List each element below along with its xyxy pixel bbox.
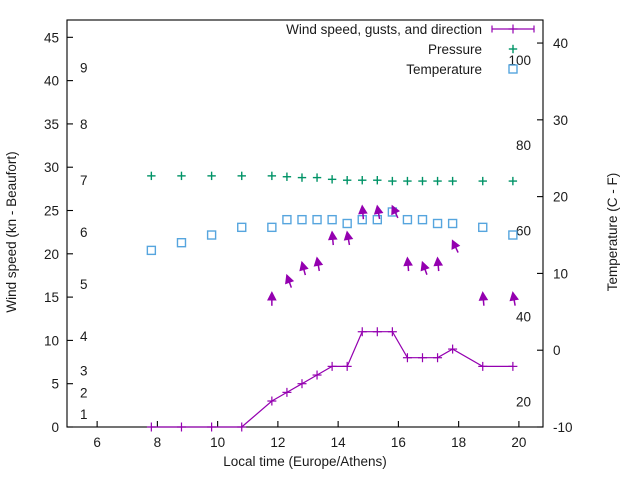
y-tick-label: 5 [51, 377, 59, 392]
temperature-point [417, 214, 428, 225]
temperature-point [312, 214, 322, 225]
beaufort-label: 8 [80, 117, 88, 132]
temperature-point [267, 222, 277, 233]
wind-speed-line [151, 331, 513, 428]
y-tick-label: 35 [44, 117, 59, 132]
x-tick-label: 6 [93, 435, 101, 450]
temperature-point [237, 222, 247, 233]
temperature-point [342, 218, 352, 229]
x-tick-label: 10 [210, 435, 225, 450]
x-tick-label: 16 [391, 435, 406, 450]
x-tick-label: 20 [511, 435, 526, 450]
temperature-point [282, 214, 292, 225]
temperature-point [402, 214, 413, 225]
wind-direction-barb [509, 291, 519, 302]
wind-direction-barb [433, 256, 444, 267]
temperature-point [327, 214, 337, 225]
temperature-point [372, 214, 383, 225]
beaufort-label: 2 [80, 385, 88, 400]
beaufort-label: 3 [80, 364, 88, 379]
fahrenheit-label: 100 [508, 53, 531, 68]
y2-tick-label: 0 [553, 343, 561, 358]
temperature-point [508, 230, 518, 240]
wind-direction-barb [299, 260, 309, 272]
temperature-point [206, 230, 217, 240]
y2-tick-label: 20 [553, 190, 568, 205]
x-tick-label: 12 [270, 435, 285, 450]
beaufort-label: 1 [80, 407, 88, 422]
temperature-point [146, 245, 157, 256]
fahrenheit-label: 20 [516, 395, 531, 410]
wind-direction-barb [267, 291, 277, 301]
y-tick-label: 45 [44, 30, 59, 45]
plot-frame [66, 19, 544, 428]
y-tick-label: 15 [44, 290, 59, 305]
temperature-point [478, 222, 488, 233]
wind-direction-barb [343, 230, 354, 241]
legend-label: Pressure [428, 42, 482, 57]
wind-direction-barb [373, 204, 384, 215]
temperature-point [297, 214, 307, 225]
y-tick-label: 0 [51, 420, 59, 435]
x-tick-label: 18 [451, 435, 466, 450]
fahrenheit-label: 40 [516, 309, 531, 324]
y-tick-label: 10 [44, 333, 59, 348]
fahrenheit-label: 80 [516, 138, 531, 153]
y-tick-label: 25 [44, 204, 59, 219]
y2-tick-label: 10 [553, 266, 568, 281]
y2-tick-label: 30 [553, 113, 568, 128]
temperature-point [357, 214, 367, 225]
beaufort-label: 5 [80, 277, 88, 292]
wind-direction-barb [403, 256, 413, 267]
wind-direction-barb [327, 230, 338, 241]
wind-direction-barb [313, 256, 324, 267]
x-tick-label: 14 [331, 435, 347, 450]
beaufort-label: 9 [80, 61, 88, 76]
x-tick-label: 8 [154, 435, 162, 450]
fahrenheit-label: 60 [516, 223, 531, 238]
legend-label: Temperature [406, 62, 482, 77]
y2-tick-label: 40 [553, 36, 568, 51]
y2-tick-label: -10 [553, 420, 573, 435]
wind-direction-barb [285, 273, 295, 285]
beaufort-label: 4 [80, 329, 88, 344]
legend-label: Wind speed, gusts, and direction [286, 22, 482, 37]
beaufort-label: 7 [80, 173, 88, 188]
y-tick-label: 20 [44, 247, 59, 262]
legend-sample-temperature [508, 64, 518, 74]
temperature-point [447, 218, 458, 229]
wind-direction-barb [420, 260, 430, 272]
temperature-point [432, 218, 443, 229]
wind-direction-barb [451, 239, 461, 250]
wind-direction-barb [391, 204, 401, 216]
y-tick-label: 40 [44, 74, 59, 89]
y-tick-label: 30 [44, 160, 59, 175]
wind-direction-barb [478, 291, 489, 301]
beaufort-label: 6 [80, 225, 88, 240]
temperature-point [176, 237, 187, 248]
wind-direction-barb [358, 204, 368, 215]
